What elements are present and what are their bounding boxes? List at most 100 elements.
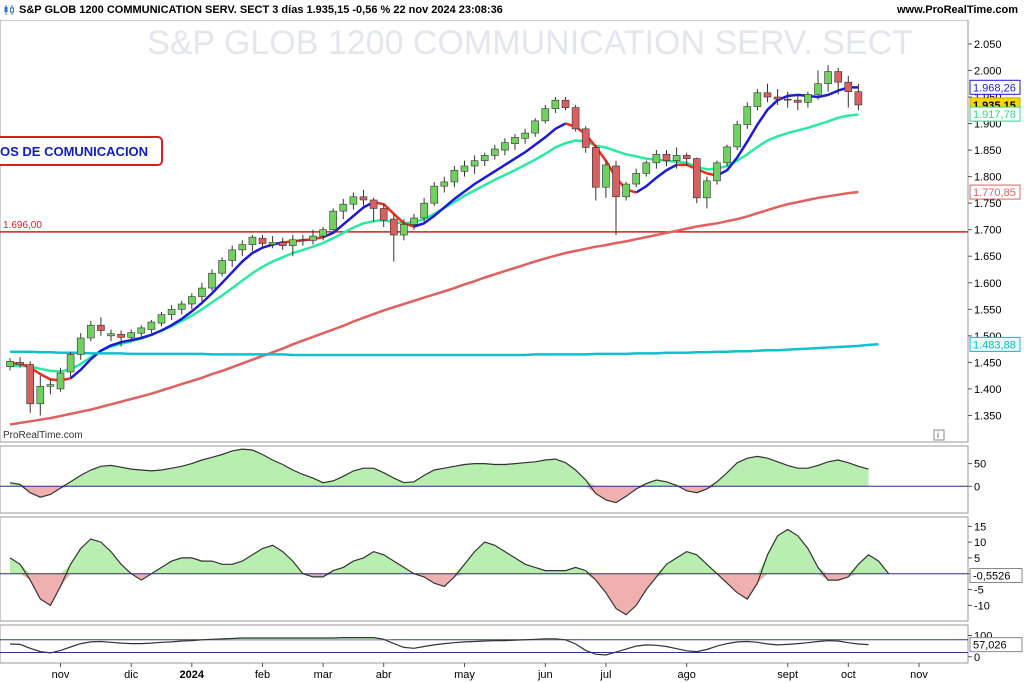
x-tick-label: abr bbox=[376, 669, 392, 681]
x-tick-label: oct bbox=[841, 669, 856, 681]
series-line-8 bbox=[635, 163, 678, 194]
candle-body bbox=[117, 333, 125, 338]
x-tick-label: feb bbox=[255, 669, 270, 681]
support-line-label: 1.696,00 bbox=[3, 220, 42, 231]
osc2-tick-label: -5 bbox=[974, 585, 984, 597]
candle-body bbox=[167, 309, 176, 315]
x-tick-label: mar bbox=[314, 669, 333, 681]
candle-body bbox=[16, 362, 24, 365]
candle-body bbox=[773, 96, 782, 100]
candle-body bbox=[198, 287, 206, 297]
candle-body bbox=[410, 217, 418, 225]
osc2-tick-label: 15 bbox=[974, 521, 986, 533]
candle-body bbox=[723, 146, 731, 164]
candle-body bbox=[36, 385, 45, 405]
candle-body bbox=[137, 327, 146, 334]
osc2-tick-label: -10 bbox=[974, 600, 990, 612]
chart-canvas[interactable]: S&P GLOB 1200 COMMUNICATION SERV. SECT 2.… bbox=[0, 20, 1024, 683]
candle-body bbox=[87, 324, 95, 339]
osc1-positive-area bbox=[10, 449, 869, 487]
candle-body bbox=[147, 321, 156, 330]
candle-body bbox=[208, 272, 216, 289]
title-bar: S&P GLOB 1200 COMMUNICATION SERV. SECT 3… bbox=[0, 0, 1024, 20]
osc2-tick-label: 10 bbox=[974, 537, 986, 549]
candle-body bbox=[319, 229, 327, 237]
candle-body bbox=[480, 155, 489, 161]
candle-body bbox=[652, 154, 661, 164]
candle-body bbox=[571, 107, 580, 130]
price-label-box bbox=[969, 336, 1021, 352]
x-tick-label: 2024 bbox=[180, 669, 205, 681]
candle-body bbox=[662, 154, 671, 161]
y-tick-label: 2.000 bbox=[974, 65, 1002, 77]
candle-body bbox=[6, 361, 14, 367]
y-tick-label: 1.650 bbox=[974, 251, 1002, 263]
candle-body bbox=[450, 169, 459, 183]
candle-body bbox=[521, 132, 529, 139]
x-tick-label: nov bbox=[52, 669, 70, 681]
candle-body bbox=[369, 199, 378, 209]
candle-body bbox=[299, 239, 307, 242]
candle-body bbox=[228, 249, 236, 261]
candle-body bbox=[157, 314, 166, 324]
candle-body bbox=[188, 296, 196, 305]
series-line-2 bbox=[69, 241, 283, 380]
candle-body bbox=[127, 332, 135, 338]
candle-body bbox=[430, 185, 439, 204]
price-label: 1.968,26 bbox=[969, 79, 1021, 95]
candle-body bbox=[581, 128, 590, 148]
candle-body bbox=[692, 158, 701, 199]
candle-body bbox=[682, 155, 691, 159]
candle-body bbox=[420, 202, 428, 219]
osc3-value: 57,026 bbox=[973, 640, 1007, 652]
candle-body bbox=[97, 324, 105, 331]
panel-frame bbox=[0, 20, 969, 443]
price-label-text: 1.917,78 bbox=[973, 109, 1016, 121]
candle-body bbox=[46, 384, 55, 387]
candle-body bbox=[713, 162, 721, 182]
x-tick-label: may bbox=[454, 669, 475, 681]
candle-body bbox=[753, 92, 762, 107]
price-label-text: 1.770,85 bbox=[973, 187, 1016, 199]
candlestick-icon[interactable] bbox=[3, 4, 15, 16]
annotation-box: OS DE COMUNICACION bbox=[0, 136, 163, 166]
candle-body bbox=[612, 165, 620, 198]
price-label-box bbox=[969, 106, 1021, 122]
title-group: S&P GLOB 1200 COMMUNICATION SERV. SECT 3… bbox=[0, 4, 503, 16]
candle-body bbox=[268, 242, 277, 245]
x-tick-label: jun bbox=[537, 669, 553, 681]
candle-body bbox=[107, 333, 115, 337]
info-icon bbox=[933, 429, 945, 441]
candle-body bbox=[561, 99, 570, 108]
y-tick-label: 1.750 bbox=[974, 198, 1002, 210]
price-label: 1.917,78 bbox=[969, 106, 1021, 122]
candle-body bbox=[389, 218, 398, 236]
candle-body bbox=[672, 155, 681, 161]
y-tick-label: 1.550 bbox=[974, 304, 1002, 316]
source-label: ProRealTime.com bbox=[3, 430, 83, 441]
candle-body bbox=[177, 303, 186, 310]
candle-body bbox=[733, 124, 742, 148]
candle-body bbox=[551, 99, 560, 109]
annotation-text: OS DE COMUNICACION bbox=[0, 144, 148, 159]
candle-body bbox=[632, 173, 641, 185]
price-label-box bbox=[969, 184, 1021, 200]
candle-body bbox=[56, 372, 65, 390]
candle-body bbox=[490, 148, 499, 156]
osc1-tick-label: 0 bbox=[974, 481, 980, 493]
price-label: 1.483,88 bbox=[969, 336, 1021, 352]
y-tick-label: 1.400 bbox=[974, 384, 1002, 396]
panel-frame bbox=[0, 624, 969, 664]
series-line-12 bbox=[10, 343, 879, 357]
candle-body bbox=[703, 180, 711, 199]
annotation-frame bbox=[0, 136, 163, 166]
candle-body bbox=[834, 71, 843, 83]
brand-url[interactable]: www.ProRealTime.com bbox=[896, 4, 1018, 16]
candle-body bbox=[804, 94, 812, 103]
candle-body bbox=[642, 162, 651, 174]
candle-body bbox=[349, 196, 358, 205]
osc1-tick-label: 50 bbox=[974, 459, 986, 471]
osc2-value: -0,5526 bbox=[973, 570, 1010, 582]
candle-body bbox=[793, 99, 802, 103]
candle-body bbox=[844, 81, 853, 92]
